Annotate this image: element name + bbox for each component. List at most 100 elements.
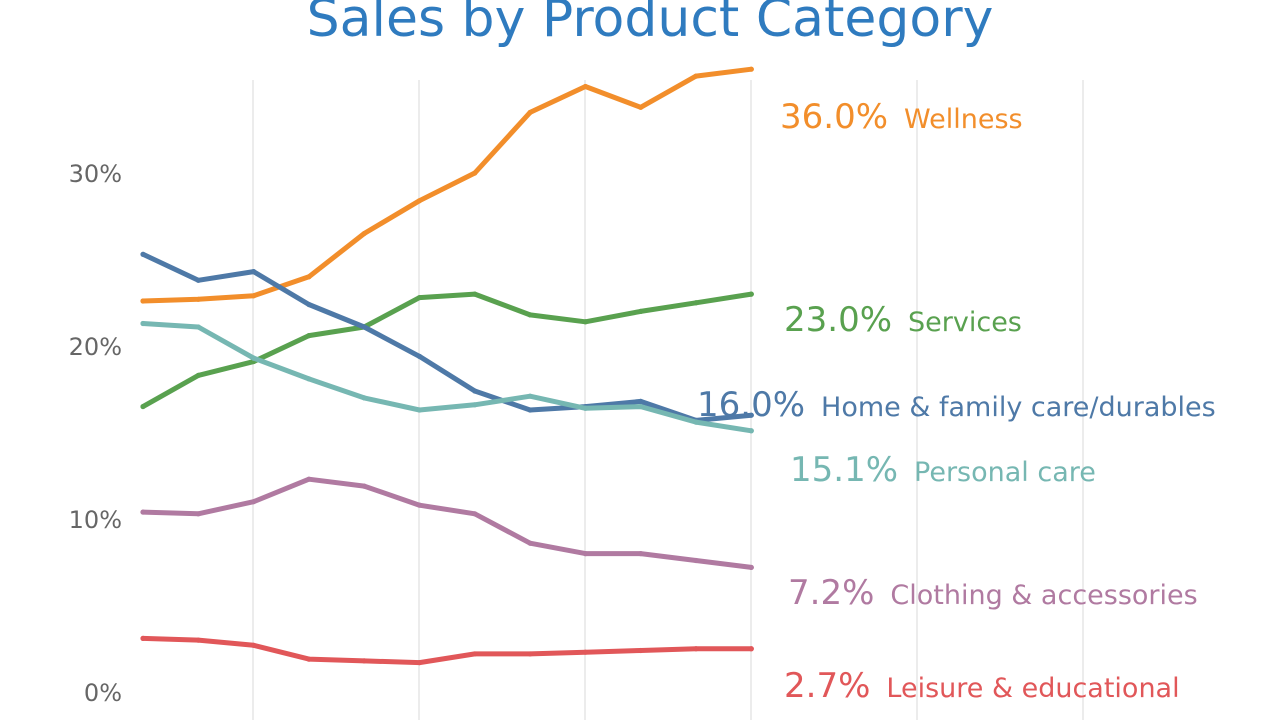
series-line-wellness [140,66,754,304]
data-point-personal-care [472,402,478,408]
end-label-series-name: Home & family care/durables [821,392,1216,423]
data-point-wellness [140,298,146,304]
data-point-leisure-educational [306,656,312,662]
grid-lines [252,80,1084,720]
data-point-leisure-educational [195,637,201,643]
end-label-value: 16.0% [697,385,805,425]
series-line-leisure-educational [140,635,754,666]
data-point-services [527,312,533,318]
data-point-wellness [195,296,201,302]
data-point-home-family-care-durables [361,324,367,330]
data-point-leisure-educational [693,646,699,652]
data-point-personal-care [306,376,312,382]
data-point-wellness [251,293,257,299]
end-label-wellness: 36.0% Wellness [780,97,1023,137]
data-point-personal-care [748,428,754,434]
data-point-home-family-care-durables [472,388,478,394]
series-lines [140,66,754,666]
data-point-home-family-care-durables [251,269,257,275]
data-point-personal-care [638,403,644,410]
data-point-wellness [361,230,367,237]
series-line-clothing-accessories [140,476,754,570]
end-label-clothing-accessories: 7.2% Clothing & accessories [788,573,1198,613]
y-tick-label: 0% [84,679,122,707]
data-point-leisure-educational [582,649,589,655]
data-point-home-family-care-durables [748,412,754,418]
end-labels: 36.0% Wellness 23.0% Services 16.0% Home & fa… [697,97,1216,706]
data-point-services [693,300,699,306]
data-point-services [416,294,423,301]
data-point-personal-care [140,320,146,327]
data-point-home-family-care-durables [195,277,201,283]
data-point-clothing-accessories [582,551,589,557]
end-label-leisure-educational: 2.7% Leisure & educational [784,666,1180,706]
data-point-personal-care [195,324,201,330]
data-point-services [195,372,201,379]
data-point-wellness [638,104,644,110]
data-point-services [140,403,146,410]
end-label-value: 7.2% [788,573,874,613]
data-point-services [638,308,644,314]
series-line-services [140,291,754,410]
series-line-home-family-care-durables [140,251,754,423]
data-point-clothing-accessories [527,540,533,546]
data-point-home-family-care-durables [140,251,146,257]
data-point-services [472,291,478,297]
data-point-home-family-care-durables [527,407,533,413]
data-point-home-family-care-durables [306,301,312,308]
end-label-value: 15.1% [790,450,898,490]
end-label-series-name: Personal care [914,457,1096,488]
data-point-services [582,319,589,325]
data-point-leisure-educational [472,651,478,657]
data-point-clothing-accessories [361,483,367,489]
data-point-clothing-accessories [693,557,699,564]
series-line-personal-care [140,321,754,434]
data-point-leisure-educational [748,646,754,652]
data-point-wellness [416,198,423,204]
data-point-clothing-accessories [140,509,146,515]
data-point-services [306,333,312,339]
data-point-clothing-accessories [748,564,754,571]
data-point-home-family-care-durables [416,353,423,359]
data-point-personal-care [251,355,257,361]
data-point-clothing-accessories [416,502,423,508]
data-point-leisure-educational [140,635,146,641]
end-label-services: 23.0% Services [784,300,1022,340]
data-point-wellness [527,109,533,116]
end-label-home-family-care-durables: 16.0% Home & family care/durables [697,385,1216,425]
data-point-wellness [693,73,699,79]
y-axis: 0% 10% 20% 30% [69,160,122,707]
end-label-series-name: Leisure & educational [886,673,1179,704]
y-tick-label: 30% [69,160,122,188]
data-point-leisure-educational [638,647,644,654]
data-point-personal-care [361,395,367,401]
end-label-value: 36.0% [780,97,888,137]
end-label-value: 23.0% [784,300,892,340]
data-point-personal-care [693,419,699,425]
end-label-personal-care: 15.1% Personal care [790,450,1096,490]
data-point-clothing-accessories [638,551,644,557]
data-point-wellness [306,274,312,280]
data-point-services [748,291,754,297]
data-point-leisure-educational [527,651,533,657]
data-point-clothing-accessories [195,511,201,517]
data-point-leisure-educational [251,642,257,648]
data-point-wellness [582,83,589,90]
data-point-leisure-educational [361,658,367,664]
data-point-wellness [748,66,754,72]
end-label-series-name: Clothing & accessories [890,580,1197,611]
data-point-home-family-care-durables [638,398,644,404]
data-point-clothing-accessories [472,511,478,517]
data-point-leisure-educational [416,659,423,666]
end-label-value: 2.7% [784,666,870,706]
chart-title: Sales by Product Category [306,0,994,49]
y-tick-label: 10% [69,506,122,534]
data-point-personal-care [527,393,533,399]
data-point-clothing-accessories [306,476,312,482]
data-point-wellness [472,170,478,176]
y-tick-label: 20% [69,333,122,361]
data-point-personal-care [416,407,423,413]
end-label-series-name: Wellness [904,104,1023,135]
end-label-series-name: Services [908,307,1022,338]
